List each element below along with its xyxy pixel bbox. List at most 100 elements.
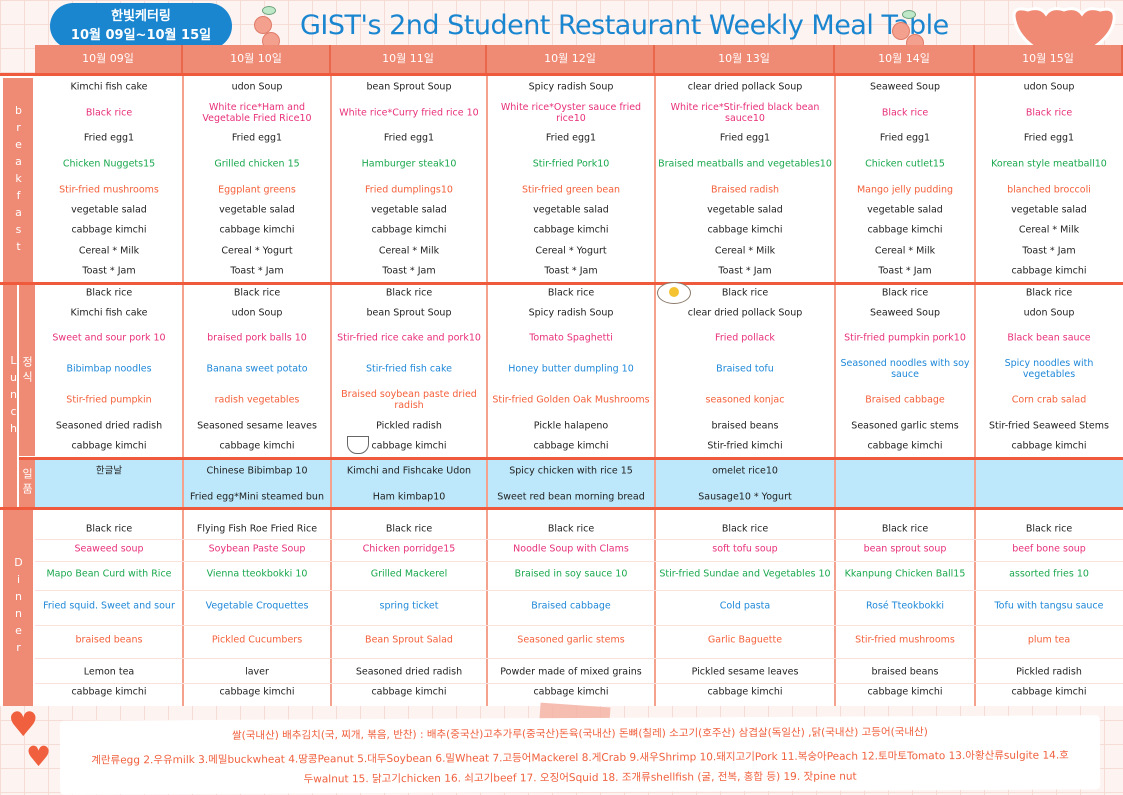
breakfast-menu-item: White rice*Stir-fried black bean sauce10 <box>670 102 820 124</box>
breakfast-menu-item: cabbage kimchi <box>867 224 943 236</box>
lunch-menu-item: Stir-fried fish cake <box>366 363 452 375</box>
day-header-row: 10월 09일 10월 10일 10월 11일 10월 12일 10월 13일 10월 1… <box>35 45 1123 73</box>
breakfast-menu-item: Chicken cutlet15 <box>865 158 945 170</box>
day-header: 10월 11일 <box>331 45 487 73</box>
hearts-decoration-icon <box>1012 7 1116 52</box>
ilpum-menu-item: Spicy chicken with rice 15 <box>509 465 633 477</box>
breakfast-menu-item: Stir-fried mushrooms <box>59 184 159 196</box>
lunch-menu-item: Bibimbap noodles <box>66 363 152 375</box>
breakfast-menu-item: Spicy radish Soup <box>528 81 614 93</box>
row-divider <box>35 561 1123 562</box>
dinner-menu-item: spring ticket <box>379 600 439 612</box>
dinner-label: Dinner <box>3 508 33 706</box>
breakfast-menu-item: Black rice <box>85 107 133 119</box>
dinner-label-text: Dinner <box>12 556 25 658</box>
dinner-menu-item: cabbage kimchi <box>219 686 295 698</box>
breakfast-menu-item: Stir-fried green bean <box>521 184 621 196</box>
dinner-menu-item: Bean Sprout Salad <box>365 634 453 646</box>
breakfast-menu-item: vegetable salad <box>371 204 447 216</box>
lunch-label: Lunch <box>3 285 20 507</box>
breakfast-menu-item: Black rice <box>881 107 929 119</box>
breakfast-menu-item: Fried egg1 <box>231 132 283 144</box>
lunch-menu-item: Banana sweet potato <box>206 363 308 375</box>
row-divider <box>35 683 1123 684</box>
dinner-menu-item: Stir-fried Sundae and Vegetables 10 <box>659 568 831 580</box>
lunch-menu-item: Seasoned noodles with soy sauce <box>840 358 970 380</box>
breakfast-menu-item: Cereal * Yogurt <box>535 245 607 257</box>
ilpum-label-text: 일품 <box>20 468 34 498</box>
lunch-menu-item: Pickle halapeno <box>533 420 609 432</box>
dinner-menu-item: assorted fries 10 <box>1009 568 1089 580</box>
ilpum-menu-item: Fried egg*Mini steamed bun <box>190 491 324 503</box>
breakfast-menu-item: Korean style meatball10 <box>991 158 1107 170</box>
lunch-menu-item: Spicy noodles with vegetables <box>1004 358 1094 380</box>
lunch-menu-item: cabbage kimchi <box>371 440 447 452</box>
breakfast-menu-item: Fried egg1 <box>719 132 771 144</box>
breakfast-menu-item: blanched broccoli <box>1007 184 1091 196</box>
lunch-menu-item: Fried pollack <box>715 332 775 344</box>
dinner-menu-item: Black rice <box>547 523 595 535</box>
breakfast-menu-item: udon Soup <box>231 81 283 93</box>
breakfast-menu-item: bean Sprout Soup <box>366 81 452 93</box>
dinner-menu-item: cabbage kimchi <box>1011 686 1087 698</box>
breakfast-menu-item: cabbage kimchi <box>707 224 783 236</box>
breakfast-menu-item: Toast * Jam <box>878 265 932 277</box>
lunch-menu-item: Stir-fried kimchi <box>707 440 783 452</box>
ilpum-menu-item: omelet rice10 <box>712 465 778 477</box>
breakfast-menu-item: Toast * Jam <box>1022 245 1076 257</box>
dinner-menu-item: Chicken porridge15 <box>362 543 456 555</box>
lunch-sub-label: 정식 <box>19 285 35 456</box>
lunch-menu-item: Black rice <box>881 287 929 299</box>
lunch-menu-item: cabbage kimchi <box>219 440 295 452</box>
lunch-menu-item: Braised cabbage <box>865 394 945 406</box>
dinner-menu-item: plum tea <box>1027 634 1071 646</box>
breakfast-menu-item: cabbage kimchi <box>1011 265 1087 277</box>
dinner-menu-item: Lemon tea <box>83 666 135 678</box>
breakfast-menu-item: Stir-fried Pork10 <box>532 158 610 170</box>
lunch-menu-item: Kimchi fish cake <box>70 307 148 319</box>
row-divider <box>35 539 1123 540</box>
day-header: 10월 14일 <box>835 45 975 73</box>
dinner-menu-item: braised beans <box>75 634 143 646</box>
lunch-menu-item: Pickled radish <box>376 420 442 432</box>
breakfast-menu-item: White rice*Ham and Vegetable Fried Rice1… <box>202 102 312 124</box>
dinner-menu-item: Pickled sesame leaves <box>691 666 799 678</box>
dinner-menu-item: Fried squid. Sweet and sour <box>43 600 175 612</box>
breakfast-menu-item: Eggplant greens <box>218 184 296 196</box>
dinner-menu-item: Pickled Cucumbers <box>211 634 303 646</box>
column-divider <box>486 76 488 706</box>
dinner-menu-item: Pickled radish <box>1016 666 1082 678</box>
breakfast-menu-item: clear dried pollack Soup <box>687 81 803 93</box>
breakfast-menu-item: cabbage kimchi <box>371 224 447 236</box>
column-divider <box>654 76 656 706</box>
breakfast-menu-item: Cereal * Milk <box>378 245 440 257</box>
breakfast-menu-item: vegetable salad <box>867 204 943 216</box>
egg-yolk-icon <box>669 287 679 297</box>
lunch-menu-item: clear dried pollack Soup <box>687 307 803 319</box>
lunch-menu-item: cabbage kimchi <box>71 440 147 452</box>
ilpum-label: 일품 <box>19 458 35 508</box>
dinner-menu-item: Noodle Soup with Clams <box>513 543 629 555</box>
breakfast-menu-item: Toast * Jam <box>718 265 772 277</box>
column-divider <box>834 76 836 706</box>
breakfast-menu-item: Braised meatballs and vegetables10 <box>658 158 832 170</box>
breakfast-menu-item: vegetable salad <box>1011 204 1087 216</box>
breakfast-menu-item: Seaweed Soup <box>869 81 941 93</box>
dinner-menu-item: bean sprout soup <box>863 543 947 555</box>
lunch-menu-item: Black rice <box>547 287 595 299</box>
dinner-menu-item: cabbage kimchi <box>371 686 447 698</box>
allergy-info-line1: 계란류egg 2.우유milk 3.메밀buckwheat 4.땅콩Peanut… <box>91 749 1069 767</box>
breakfast-menu-item: Cereal * Milk <box>1018 224 1080 236</box>
lunch-menu-item: Seasoned dried radish <box>55 420 163 432</box>
breakfast-menu-item: vegetable salad <box>707 204 783 216</box>
breakfast-menu-item: Fried egg1 <box>83 132 135 144</box>
leaf-icon <box>902 10 916 19</box>
breakfast-menu-item: cabbage kimchi <box>219 224 295 236</box>
breakfast-menu-item: Fried egg1 <box>879 132 931 144</box>
page-title: GIST's 2nd Student Restaurant Weekly Mea… <box>300 10 949 41</box>
day-header: 10월 13일 <box>655 45 835 73</box>
ilpum-menu-item: Chinese Bibimbap 10 <box>206 465 308 477</box>
dinner-menu-item: Black rice <box>385 523 433 535</box>
lunch-menu-item: cabbage kimchi <box>867 440 943 452</box>
breakfast-menu-item: Cereal * Yogurt <box>221 245 293 257</box>
